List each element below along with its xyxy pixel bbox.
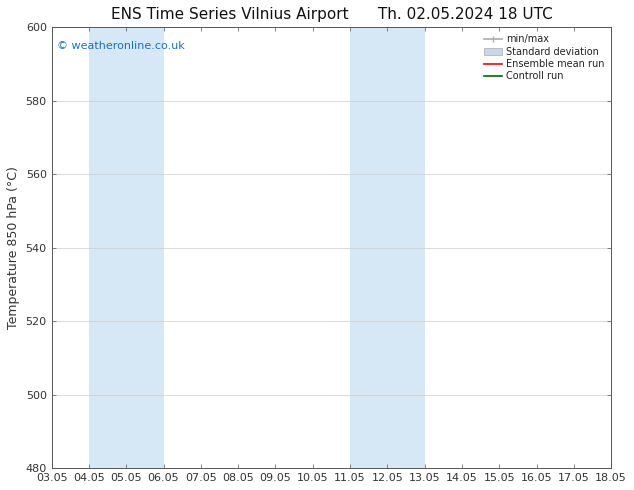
Title: ENS Time Series Vilnius Airport      Th. 02.05.2024 18 UTC: ENS Time Series Vilnius Airport Th. 02.0…	[110, 7, 552, 22]
Y-axis label: Temperature 850 hPa (°C): Temperature 850 hPa (°C)	[7, 166, 20, 329]
Bar	[611, 27, 634, 468]
Text: © weatheronline.co.uk: © weatheronline.co.uk	[57, 41, 185, 50]
Bar	[89, 27, 126, 468]
Bar	[126, 27, 164, 468]
Legend: min/max, Standard deviation, Ensemble mean run, Controll run: min/max, Standard deviation, Ensemble me…	[482, 32, 606, 83]
Bar	[350, 27, 387, 468]
Bar	[387, 27, 425, 468]
